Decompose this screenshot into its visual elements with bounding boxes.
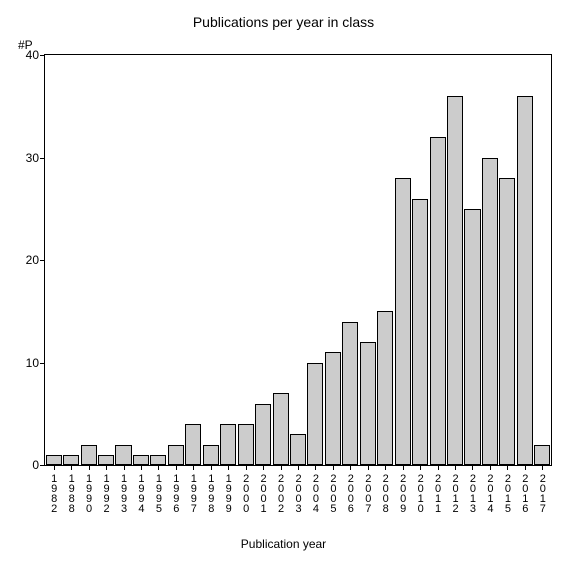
bar	[168, 445, 184, 466]
x-tick-label: 2004	[310, 473, 321, 513]
x-tick-label: 2007	[362, 473, 373, 513]
bar	[499, 178, 515, 465]
bar	[377, 311, 393, 465]
bar	[185, 424, 201, 465]
y-tick-label: 40	[9, 48, 45, 62]
bar	[220, 424, 236, 465]
x-tick-label: 1999	[223, 473, 234, 513]
x-tick-label: 2010	[415, 473, 426, 513]
bar	[115, 445, 131, 466]
bar	[482, 158, 498, 466]
bar	[395, 178, 411, 465]
bar	[342, 322, 358, 466]
x-tick-mark	[472, 465, 473, 470]
y-tick-label: 0	[9, 458, 45, 472]
bar	[46, 455, 62, 465]
x-axis-label: Publication year	[0, 537, 567, 551]
bar	[63, 455, 79, 465]
x-tick-mark	[54, 465, 55, 470]
x-tick-label: 2006	[345, 473, 356, 513]
x-tick-mark	[246, 465, 247, 470]
plot-area: 0102030401982198819901992199319941995199…	[44, 54, 552, 466]
x-tick-mark	[298, 465, 299, 470]
bar	[307, 363, 323, 466]
x-tick-label: 2005	[327, 473, 338, 513]
bar	[360, 342, 376, 465]
x-tick-mark	[385, 465, 386, 470]
bar	[150, 455, 166, 465]
x-tick-mark	[124, 465, 125, 470]
bar	[133, 455, 149, 465]
y-tick-label: 30	[9, 151, 45, 165]
x-tick-label: 2014	[484, 473, 495, 513]
x-tick-label: 2000	[240, 473, 251, 513]
x-tick-label: 2002	[275, 473, 286, 513]
y-tick-label: 20	[9, 253, 45, 267]
y-tick-label: 10	[9, 356, 45, 370]
bar	[203, 445, 219, 466]
x-tick-mark	[193, 465, 194, 470]
bar	[447, 96, 463, 465]
bar	[81, 445, 97, 466]
x-tick-mark	[89, 465, 90, 470]
bar	[534, 445, 550, 466]
bar	[464, 209, 480, 465]
bar	[255, 404, 271, 466]
x-tick-label: 2016	[519, 473, 530, 513]
x-tick-mark	[263, 465, 264, 470]
x-tick-mark	[71, 465, 72, 470]
x-tick-label: 2008	[380, 473, 391, 513]
x-tick-mark	[403, 465, 404, 470]
x-tick-mark	[420, 465, 421, 470]
x-tick-label: 2012	[450, 473, 461, 513]
x-tick-label: 1994	[135, 473, 146, 513]
bar	[238, 424, 254, 465]
x-tick-label: 1997	[188, 473, 199, 513]
bar	[412, 199, 428, 466]
x-tick-mark	[525, 465, 526, 470]
x-tick-mark	[350, 465, 351, 470]
x-tick-label: 2009	[397, 473, 408, 513]
x-tick-label: 2001	[258, 473, 269, 513]
x-tick-mark	[176, 465, 177, 470]
x-tick-label: 1992	[101, 473, 112, 513]
bar	[273, 393, 289, 465]
x-tick-mark	[315, 465, 316, 470]
x-tick-label: 1996	[170, 473, 181, 513]
x-tick-label: 1998	[205, 473, 216, 513]
chart-container: Publications per year in class #P 010203…	[0, 0, 567, 567]
x-tick-label: 2011	[432, 473, 443, 513]
x-tick-label: 1995	[153, 473, 164, 513]
x-tick-mark	[281, 465, 282, 470]
bar	[430, 137, 446, 465]
x-tick-label: 2017	[537, 473, 548, 513]
x-tick-mark	[438, 465, 439, 470]
x-tick-mark	[158, 465, 159, 470]
x-tick-mark	[106, 465, 107, 470]
x-tick-mark	[141, 465, 142, 470]
x-tick-mark	[507, 465, 508, 470]
x-tick-label: 1993	[118, 473, 129, 513]
x-tick-label: 2003	[293, 473, 304, 513]
x-tick-label: 2015	[502, 473, 513, 513]
bar	[290, 434, 306, 465]
x-tick-mark	[211, 465, 212, 470]
x-tick-mark	[490, 465, 491, 470]
bar	[325, 352, 341, 465]
x-tick-mark	[333, 465, 334, 470]
x-tick-label: 1990	[83, 473, 94, 513]
x-tick-label: 1988	[66, 473, 77, 513]
x-tick-mark	[368, 465, 369, 470]
x-tick-label: 2013	[467, 473, 478, 513]
x-tick-mark	[455, 465, 456, 470]
chart-title: Publications per year in class	[0, 14, 567, 30]
bar	[517, 96, 533, 465]
x-tick-mark	[542, 465, 543, 470]
x-tick-label: 1982	[48, 473, 59, 513]
x-tick-mark	[228, 465, 229, 470]
bar	[98, 455, 114, 465]
